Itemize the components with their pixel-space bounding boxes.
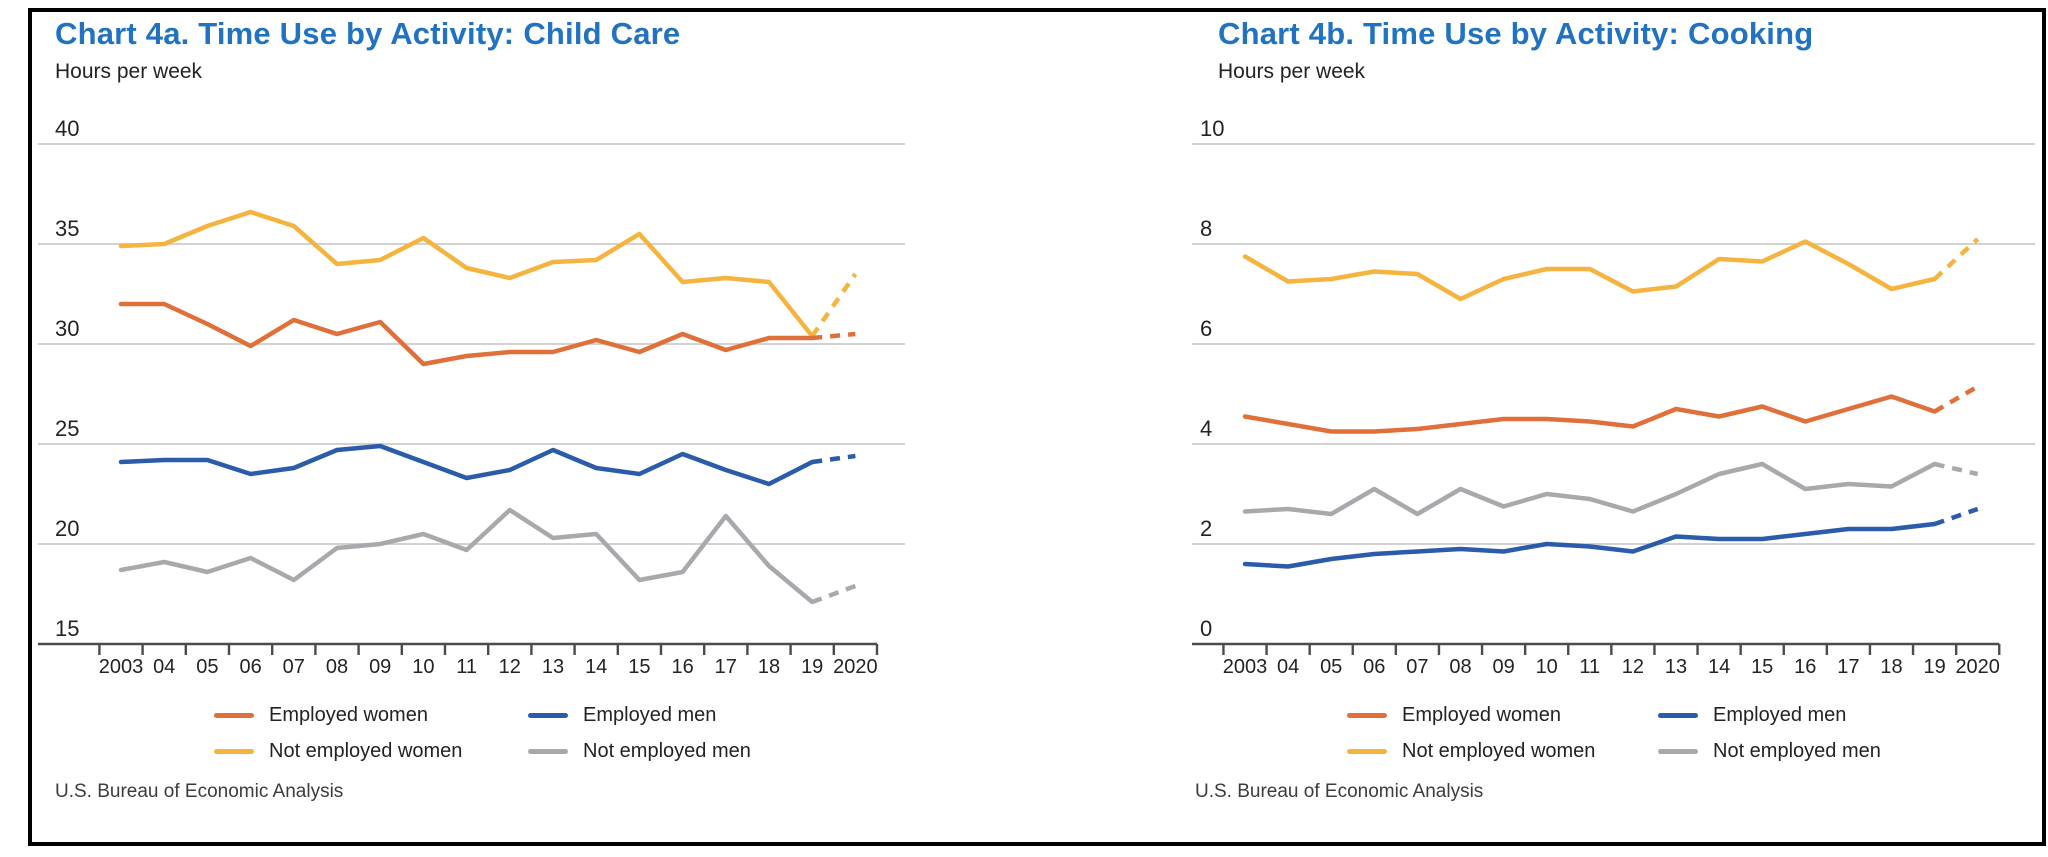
svg-text:2020: 2020 <box>833 656 878 678</box>
svg-text:20: 20 <box>55 516 79 541</box>
legend-label: Employed men <box>583 704 717 726</box>
svg-text:06: 06 <box>1363 656 1385 678</box>
chart-4a-plot: 40 35 30 25 20 15 2003 04 05 06 07 08 09 10 11 12 13 14 15… <box>38 116 905 678</box>
legend-label: Employed women <box>1402 704 1561 726</box>
legend-item-not-employed-women: Not employed women <box>1347 740 1658 763</box>
svg-text:30: 30 <box>55 316 79 341</box>
svg-text:10: 10 <box>1200 116 1224 141</box>
svg-text:14: 14 <box>585 656 607 678</box>
svg-text:17: 17 <box>715 656 737 678</box>
chart-4b-source-note: U.S. Bureau of Economic Analysis <box>1195 781 1484 802</box>
chart-4b-title-activity: Cooking <box>1688 16 1814 51</box>
chart-4b-title: Chart 4b. Time Use by Activity: Cooking <box>1218 16 1813 52</box>
svg-text:25: 25 <box>55 416 79 441</box>
svg-text:13: 13 <box>542 656 564 678</box>
legend-item-not-employed-women: Not employed women <box>214 740 528 763</box>
svg-text:10: 10 <box>412 656 434 678</box>
svg-text:18: 18 <box>758 656 780 678</box>
svg-text:18: 18 <box>1880 656 1902 678</box>
svg-text:04: 04 <box>153 656 175 678</box>
chart-4a-source-note: U.S. Bureau of Economic Analysis <box>55 781 344 802</box>
svg-text:12: 12 <box>1622 656 1644 678</box>
svg-text:19: 19 <box>801 656 823 678</box>
svg-text:05: 05 <box>1320 656 1342 678</box>
employed-men-swatch <box>528 713 568 718</box>
not-employed-women-swatch <box>214 749 254 754</box>
employed-women-swatch <box>214 713 254 718</box>
legend-label: Not employed women <box>1402 740 1596 762</box>
chart-4b-unit-label: Hours per week <box>1218 60 1366 83</box>
svg-text:12: 12 <box>499 656 521 678</box>
svg-text:07: 07 <box>1406 656 1428 678</box>
chart-4b-plot: 10 8 6 4 2 0 2003 04 05 06 07 08 09 10 11 12 13 14 15 16 17 1… <box>1192 116 2035 678</box>
chart-4a-title-prefix: Chart 4a. Time Use by Activity: <box>55 16 515 51</box>
svg-text:09: 09 <box>1492 656 1514 678</box>
svg-text:2003: 2003 <box>99 656 144 678</box>
svg-text:06: 06 <box>239 656 261 678</box>
chart-4a-unit-label: Hours per week <box>55 60 203 83</box>
svg-text:16: 16 <box>1794 656 1816 678</box>
svg-text:13: 13 <box>1665 656 1687 678</box>
svg-text:14: 14 <box>1708 656 1730 678</box>
svg-text:15: 15 <box>55 616 79 641</box>
svg-text:07: 07 <box>283 656 305 678</box>
chart-4a-title-activity: Child Care <box>523 16 681 51</box>
svg-text:40: 40 <box>55 116 79 141</box>
legend-label: Not employed men <box>1713 740 1881 762</box>
svg-text:10: 10 <box>1536 656 1558 678</box>
svg-text:2020: 2020 <box>1955 656 2000 678</box>
svg-text:2: 2 <box>1200 516 1212 541</box>
legend-label: Not employed men <box>583 740 751 762</box>
svg-text:15: 15 <box>1751 656 1773 678</box>
chart-4a-title: Chart 4a. Time Use by Activity: Child Car… <box>55 16 680 52</box>
not-employed-men-swatch <box>1658 749 1698 754</box>
svg-text:2003: 2003 <box>1223 656 1268 678</box>
figure-border <box>28 8 2046 846</box>
legend-item-employed-women: Employed women <box>1347 704 1658 727</box>
svg-text:09: 09 <box>369 656 391 678</box>
svg-text:15: 15 <box>628 656 650 678</box>
not-employed-women-swatch <box>1347 749 1387 754</box>
svg-text:11: 11 <box>456 656 477 678</box>
legend-item-not-employed-men: Not employed men <box>1658 740 1881 763</box>
chart-4b-legend: Employed women Employed men Not employed… <box>1347 704 1881 763</box>
employed-women-swatch <box>1347 713 1387 718</box>
legend-label: Employed women <box>269 704 428 726</box>
not-employed-men-swatch <box>528 749 568 754</box>
legend-item-not-employed-men: Not employed men <box>528 740 751 763</box>
svg-text:4: 4 <box>1200 416 1212 441</box>
svg-text:8: 8 <box>1200 216 1212 241</box>
svg-text:6: 6 <box>1200 316 1212 341</box>
svg-text:08: 08 <box>326 656 348 678</box>
svg-text:16: 16 <box>671 656 693 678</box>
chart-4a-legend: Employed women Employed men Not employed… <box>214 704 751 763</box>
svg-text:04: 04 <box>1277 656 1299 678</box>
svg-text:0: 0 <box>1200 616 1212 641</box>
legend-label: Employed men <box>1713 704 1847 726</box>
svg-text:35: 35 <box>55 216 79 241</box>
chart-4b-title-prefix: Chart 4b. Time Use by Activity: <box>1218 16 1679 51</box>
svg-text:05: 05 <box>196 656 218 678</box>
svg-text:08: 08 <box>1449 656 1471 678</box>
svg-text:17: 17 <box>1837 656 1859 678</box>
legend-item-employed-men: Employed men <box>528 704 751 727</box>
legend-item-employed-men: Employed men <box>1658 704 1881 727</box>
legend-item-employed-women: Employed women <box>214 704 528 727</box>
legend-label: Not employed women <box>269 740 463 762</box>
employed-men-swatch <box>1658 713 1698 718</box>
svg-text:11: 11 <box>1579 656 1600 678</box>
svg-text:19: 19 <box>1923 656 1945 678</box>
